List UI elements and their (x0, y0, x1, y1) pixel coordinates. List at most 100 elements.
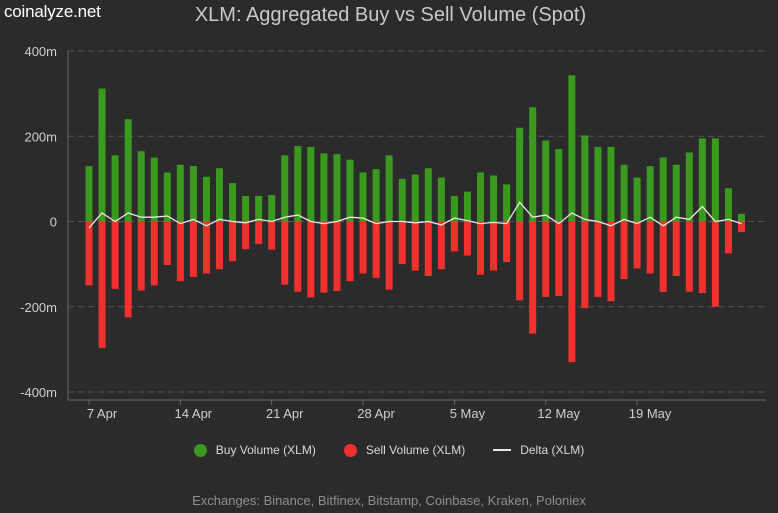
buy-volume-bar (698, 138, 706, 222)
buy-volume-bar (581, 135, 589, 222)
sell-volume-bar (346, 221, 354, 282)
sell-volume-bar (163, 221, 171, 265)
sell-volume-bar (268, 221, 276, 250)
sell-volume-bar (724, 221, 732, 254)
sell-volume-bar (620, 221, 628, 280)
sell-volume-bar (294, 221, 302, 292)
sell-volume-bar (359, 221, 367, 274)
y-tick-label: 200m (24, 129, 57, 144)
sell-volume-bar (477, 221, 484, 275)
buy-volume-bar (150, 157, 158, 222)
legend-label-delta: Delta (XLM) (520, 443, 585, 457)
x-tick-label: 7 Apr (87, 406, 118, 421)
buy-volume-bar (372, 169, 380, 222)
sell-volume-bar (229, 221, 237, 262)
buy-volume-bar (163, 172, 171, 222)
buy-volume-bar (294, 146, 302, 222)
buy-volume-bar (646, 166, 654, 222)
brand-logo: coinalyze.net (4, 2, 101, 21)
sell-volume-bar (555, 221, 563, 297)
buy-volume-bar (633, 177, 641, 222)
buy-volume-bar (463, 191, 471, 222)
sell-volume-bar (659, 221, 667, 292)
sell-volume-bar (490, 221, 498, 271)
exchanges-footer: Exchanges: Binance, Bitfinex, Bitstamp, … (192, 493, 586, 508)
buy-volume-bar (477, 172, 484, 222)
buy-volume-bar (111, 155, 119, 222)
sell-volume-bar (711, 221, 719, 307)
buy-volume-icon (193, 443, 207, 457)
sell-volume-bar (385, 221, 393, 290)
buy-volume-bar (685, 152, 693, 222)
buy-volume-bar (359, 172, 367, 222)
buy-volume-bar (268, 195, 276, 222)
legend-item-delta[interactable]: Delta (XLM) (493, 443, 584, 457)
sell-volume-bar (124, 221, 132, 318)
buy-volume-bar (437, 177, 445, 222)
sell-volume-bar (242, 221, 250, 250)
x-tick-label: 12 May (537, 406, 580, 421)
buy-volume-bar (307, 146, 315, 222)
buy-volume-bar (85, 166, 93, 222)
buy-volume-bar (711, 138, 719, 222)
chart-title: XLM: Aggregated Buy vs Sell Volume (Spot… (194, 4, 587, 26)
buy-volume-bar (450, 195, 458, 222)
legend-label-sell: Sell Volume (XLM) (365, 443, 466, 457)
buy-volume-bar (98, 88, 106, 222)
buy-volume-bar (529, 107, 537, 222)
buy-volume-bar (346, 159, 354, 222)
buy-volume-bar (411, 174, 419, 222)
sell-volume-bar (98, 221, 106, 349)
y-tick-label: 0 (50, 215, 57, 230)
buy-volume-bar (137, 151, 145, 222)
x-tick-label: 19 May (629, 406, 672, 421)
buy-volume-bar (385, 155, 393, 222)
sell-volume-bar (698, 221, 706, 294)
buy-volume-bar (424, 168, 432, 222)
buy-volume-bar (542, 140, 550, 222)
legend-item-sell[interactable]: Sell Volume (XLM) (343, 443, 466, 457)
sell-volume-bar (281, 221, 289, 285)
buy-volume-bar (229, 183, 237, 222)
x-tick-label: 14 Apr (175, 406, 213, 421)
buy-volume-bar (216, 168, 223, 222)
buy-volume-bar (594, 146, 602, 222)
x-tick-label: 28 Apr (357, 406, 395, 421)
sell-volume-bar (320, 221, 328, 293)
sell-volume-bar (685, 221, 693, 292)
buy-volume-bar (189, 166, 197, 222)
sell-volume-bar (176, 221, 184, 282)
buy-volume-bar (724, 188, 732, 222)
sell-volume-bar (437, 221, 445, 270)
buy-volume-bar (255, 195, 263, 222)
legend-item-buy[interactable]: Buy Volume (XLM) (193, 443, 316, 457)
sell-volume-bar (111, 221, 119, 289)
sell-volume-bar (150, 221, 158, 286)
y-tick-label: 400m (24, 44, 57, 59)
buy-volume-bar (607, 146, 615, 222)
sell-volume-bar (542, 221, 550, 297)
buy-volume-bar (202, 176, 210, 222)
buy-volume-bar (568, 75, 576, 222)
buy-volume-bar (281, 155, 289, 222)
sell-volume-bar (607, 221, 615, 302)
sell-volume-bar (424, 221, 432, 277)
buy-volume-bar (516, 127, 524, 222)
x-tick-label: 5 May (450, 406, 486, 421)
buy-volume-bar (620, 164, 628, 222)
buy-volume-bar (555, 149, 563, 222)
buy-volume-bar (738, 213, 745, 222)
sell-volume-bar (503, 221, 511, 262)
sell-volume-bar (738, 221, 745, 233)
sell-volume-bar (463, 221, 471, 256)
buy-volume-bar (176, 164, 184, 222)
sell-volume-bar (411, 221, 419, 271)
sell-volume-bar (202, 221, 210, 274)
buy-volume-bar (320, 153, 328, 222)
sell-volume-bar (646, 221, 654, 274)
chart-legend: Buy Volume (XLM) Sell Volume (XLM) Delta… (0, 443, 778, 457)
buy-volume-bar (333, 154, 341, 222)
sell-volume-bar (255, 221, 263, 245)
sell-volume-icon (343, 443, 357, 457)
